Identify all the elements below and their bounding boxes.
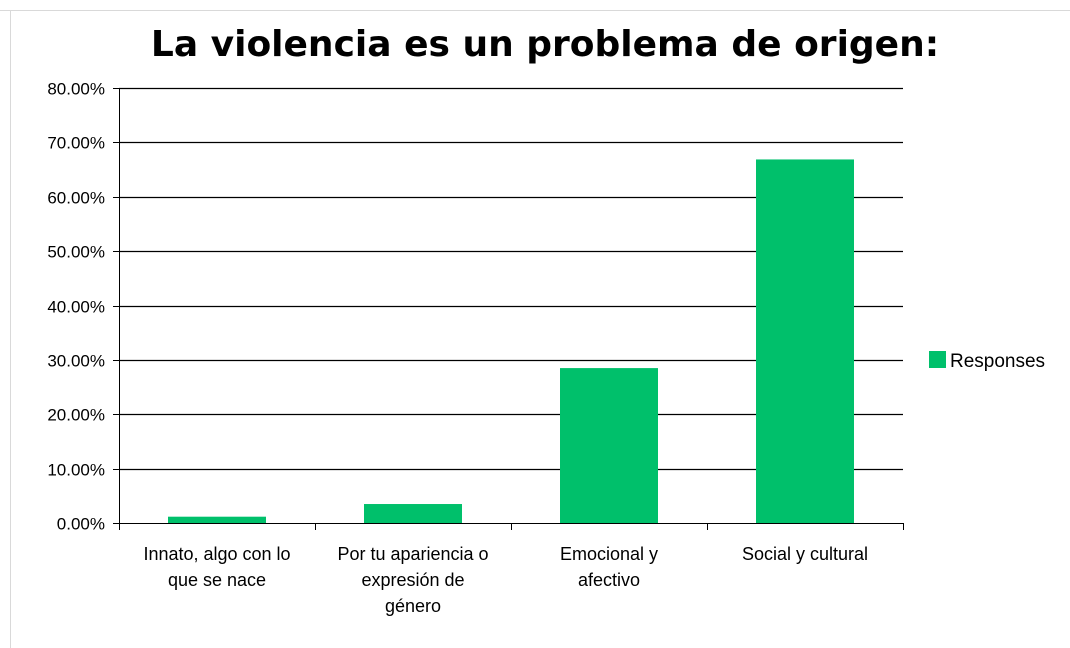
legend: Responses — [929, 351, 1045, 372]
y-tick-label: 80.00% — [47, 80, 105, 99]
gridlines — [119, 87, 903, 471]
x-category-label: Emocional y — [560, 544, 658, 564]
x-category-label: Innato, algo con lo — [143, 544, 290, 564]
x-category-label: afectivo — [578, 570, 640, 590]
chart-title: La violencia es un problema de origen: — [151, 24, 939, 65]
x-category-label: expresión de — [361, 570, 464, 590]
x-category-label: Por tu apariencia o — [337, 544, 488, 564]
y-tick-label: 70.00% — [47, 134, 105, 153]
x-category-label: Social y cultural — [742, 544, 868, 564]
x-category-label: que se nace — [168, 570, 266, 590]
legend-swatch-responses — [929, 351, 946, 368]
legend-label-responses: Responses — [950, 351, 1045, 372]
bar — [560, 368, 658, 523]
y-tick-label: 10.00% — [47, 461, 105, 480]
bar — [364, 504, 462, 523]
axes — [113, 88, 904, 530]
y-tick-label: 40.00% — [47, 298, 105, 317]
x-category-labels: Innato, algo con lo que se nace Por tu apa… — [143, 544, 868, 616]
bar — [168, 516, 266, 523]
bars — [168, 159, 854, 524]
y-tick-label: 60.00% — [47, 189, 105, 208]
y-tick-label: 0.00% — [57, 515, 105, 534]
y-tick-label: 30.00% — [47, 352, 105, 371]
y-tick-label: 20.00% — [47, 406, 105, 425]
y-tick-label: 50.00% — [47, 243, 105, 262]
x-category-label: género — [385, 596, 441, 616]
y-tick-labels: 0.00% 10.00% 20.00% 30.00% 40.00% 50.00% 60.00… — [47, 80, 105, 534]
bar — [756, 159, 854, 524]
